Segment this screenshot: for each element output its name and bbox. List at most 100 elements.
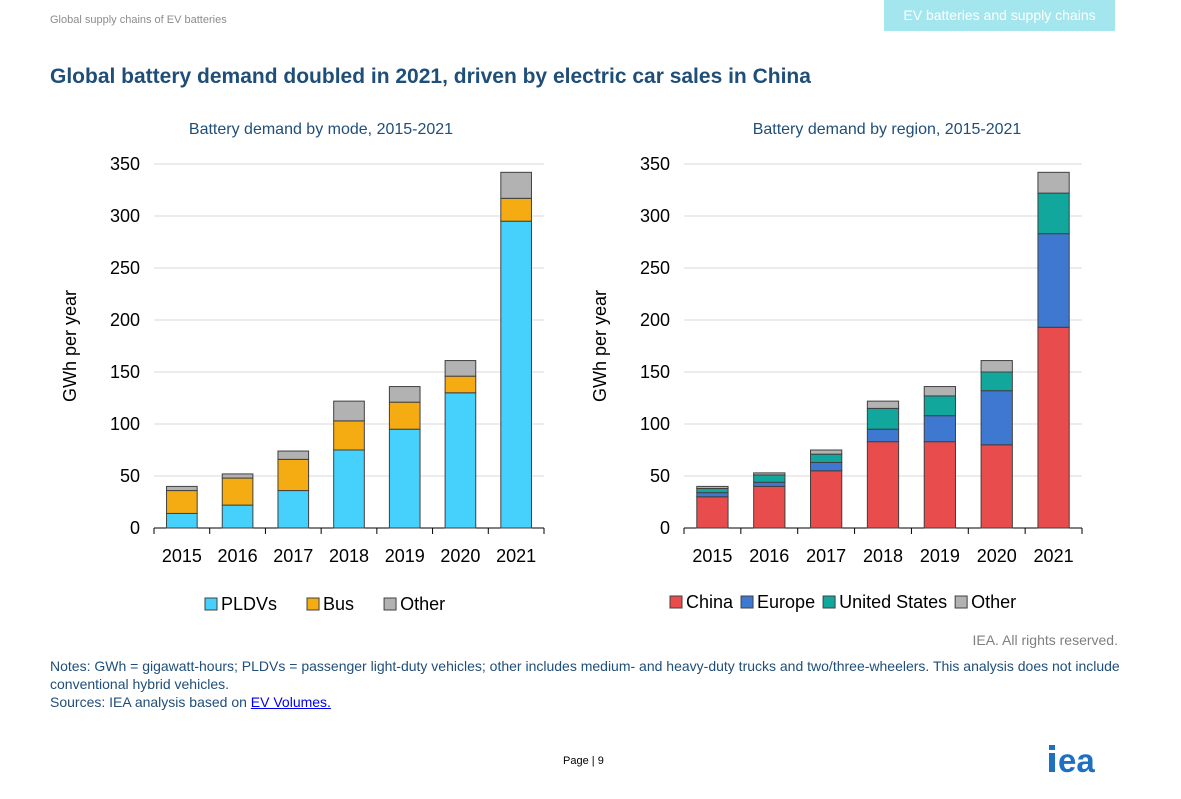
bar-segment-united-states-2019: [923, 395, 956, 417]
y-tick-label: 250: [110, 258, 140, 278]
logo-text: ea: [1058, 742, 1095, 774]
chart-battery-by-mode: Battery demand by mode, 2015-2021 GWh per…: [60, 121, 545, 614]
bar-segment-other-2015: [166, 485, 198, 492]
legend-label: Europe: [757, 592, 815, 612]
x-tick-label: 2019: [920, 546, 960, 566]
x-tick-label: 2018: [329, 546, 369, 566]
y-tick-label: 150: [640, 362, 670, 382]
x-tick-label: 2019: [385, 546, 425, 566]
bar-segment-other-2020: [444, 360, 477, 377]
x-tick-label: 2020: [977, 546, 1017, 566]
section-tab[interactable]: EV batteries and supply chains: [884, 0, 1115, 31]
y-tick-label: 350: [110, 154, 140, 174]
bar-segment-europe-2019: [923, 415, 956, 443]
page-number: Page | 9: [563, 755, 604, 767]
x-tick-label: 2017: [273, 546, 313, 566]
page-separator: |: [588, 755, 598, 767]
sources-prefix: Sources: IEA analysis based on: [50, 694, 251, 710]
y-tick-label: 300: [640, 206, 670, 226]
bar-segment-bus-2021: [500, 197, 532, 222]
x-tick-label: 2015: [162, 546, 202, 566]
bar-segment-other-2021: [500, 171, 532, 199]
bar-segment-china-2020: [980, 444, 1013, 529]
bar-segment-europe-2015: [696, 492, 729, 498]
bar-segment-other-2019: [388, 386, 421, 403]
bar-segment-united-states-2015: [696, 487, 729, 494]
bar-segment-europe-2017: [810, 461, 843, 472]
y-tick-label: 0: [660, 518, 670, 538]
page-label: Page: [563, 755, 589, 767]
page-title: Global battery demand doubled in 2021, d…: [50, 65, 811, 88]
legend-swatch: [204, 597, 218, 611]
bar-segment-other-2016: [753, 472, 786, 476]
bar-segment-europe-2018: [866, 428, 900, 443]
bar-segment-other-2017: [810, 449, 843, 455]
chart-notes: Notes: GWh = gigawatt-hours; PLDVs = pas…: [50, 658, 1120, 692]
bar-segment-other-2015: [696, 485, 729, 489]
y-tick-label: 300: [110, 206, 140, 226]
bar-segment-bus-2020: [444, 375, 477, 394]
y-tick-label: 250: [640, 258, 670, 278]
x-tick-label: 2020: [440, 546, 480, 566]
x-tick-label: 2021: [1034, 546, 1074, 566]
bar-segment-other-2017: [277, 450, 310, 460]
bar-segment-united-states-2021: [1037, 192, 1070, 235]
bar-segment-pldvs-2018: [333, 449, 365, 529]
bar-segment-bus-2016: [221, 477, 254, 506]
y-tick-label: 150: [110, 362, 140, 382]
chart-battery-by-region: Battery demand by region, 2015-2021 GWh p…: [590, 121, 1083, 612]
x-tick-label: 2016: [749, 546, 789, 566]
bar-segment-other-2016: [221, 473, 254, 479]
bar-segment-other-2021: [1037, 171, 1070, 194]
x-tick-label: 2017: [806, 546, 846, 566]
y-axis-label: GWh per year: [60, 290, 80, 402]
x-tick-label: 2015: [692, 546, 732, 566]
bar-segment-united-states-2020: [980, 371, 1013, 392]
legend-label: China: [686, 592, 734, 612]
bar-segment-other-2020: [980, 360, 1013, 373]
bar-segment-pldvs-2015: [166, 512, 198, 529]
bar-segment-pldvs-2020: [444, 392, 477, 529]
bar-segment-bus-2015: [166, 490, 198, 514]
x-tick-label: 2021: [496, 546, 536, 566]
bar-segment-europe-2021: [1037, 233, 1070, 328]
bar-segment-bus-2017: [277, 458, 310, 492]
legend-label: United States: [839, 592, 947, 612]
bar-segment-pldvs-2021: [500, 220, 532, 529]
bar-segment-china-2021: [1037, 326, 1070, 529]
legend-label: Other: [971, 592, 1016, 612]
bar-segment-pldvs-2017: [277, 490, 310, 529]
chart-title: Battery demand by region, 2015-2021: [753, 121, 1022, 138]
legend-label: Bus: [323, 594, 354, 614]
bar-segment-europe-2016: [753, 481, 786, 487]
y-tick-label: 200: [640, 310, 670, 330]
legend-label: Other: [400, 594, 445, 614]
bar-segment-pldvs-2019: [388, 428, 421, 529]
document-header: Global supply chains of EV batteries: [50, 14, 227, 26]
y-tick-label: 100: [640, 414, 670, 434]
chart-sources: Sources: IEA analysis based on EV Volume…: [50, 694, 331, 710]
bar-segment-united-states-2016: [753, 474, 786, 483]
bar-segment-other-2019: [923, 386, 956, 397]
y-tick-label: 350: [640, 154, 670, 174]
ev-volumes-link[interactable]: EV Volumes.: [250, 694, 331, 710]
x-tick-label: 2016: [218, 546, 258, 566]
y-tick-label: 0: [130, 518, 140, 538]
iea-logo-icon: ea: [1049, 742, 1095, 774]
page-number-value: 9: [597, 755, 604, 767]
legend-swatch: [822, 595, 836, 609]
y-tick-label: 50: [650, 466, 670, 486]
bar-segment-other-2018: [333, 400, 365, 422]
bar-segment-pldvs-2016: [221, 504, 254, 529]
bar-segment-united-states-2017: [810, 453, 843, 463]
y-tick-label: 100: [110, 414, 140, 434]
legend-label: PLDVs: [221, 594, 277, 614]
legend-swatch: [740, 595, 754, 609]
bar-segment-bus-2019: [388, 401, 421, 430]
bar-segment-china-2019: [923, 441, 956, 529]
x-tick-label: 2018: [863, 546, 903, 566]
bar-segment-china-2018: [866, 441, 900, 529]
legend-swatch: [383, 597, 397, 611]
y-axis-label: GWh per year: [590, 290, 610, 402]
bar-segment-bus-2018: [333, 420, 365, 451]
